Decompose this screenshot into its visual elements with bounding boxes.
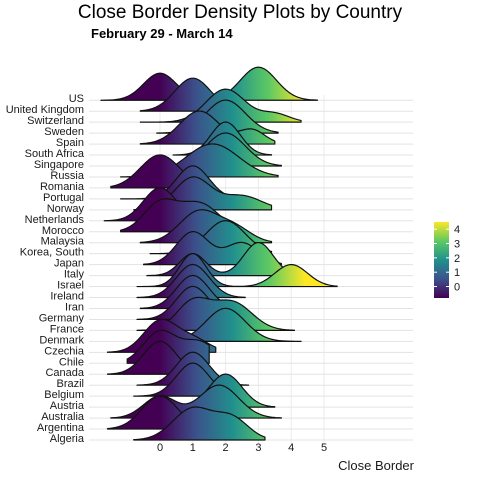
country-label: Netherlands (25, 214, 85, 226)
country-label: Korea, South (20, 247, 84, 259)
country-label: Czechia (44, 345, 85, 357)
country-label: United Kingdom (6, 104, 84, 116)
colorbar-tick-label: 0 (454, 282, 460, 294)
country-label: Argentina (37, 422, 85, 434)
country-label: Singapore (34, 159, 84, 171)
country-label: France (50, 323, 84, 335)
country-label: Algeria (50, 433, 85, 445)
country-label: Norway (47, 203, 85, 215)
colorbar-tick-label: 2 (454, 253, 460, 265)
colorbar-ticks: 0 1 2 3 4 (434, 224, 460, 294)
country-label: Romania (40, 181, 85, 193)
country-label: Malaysia (41, 236, 85, 248)
x-axis-ticks: 0 1 2 3 4 5 (157, 442, 327, 454)
x-tick-label: 5 (321, 442, 327, 454)
colorbar-tick-label: 3 (454, 239, 460, 251)
colorbar-tick-label: 1 (454, 267, 460, 279)
country-label: Morocco (42, 225, 84, 237)
country-label: Portugal (43, 192, 84, 204)
country-label: Denmark (39, 334, 84, 346)
country-label: Israel (57, 280, 84, 292)
country-label: Japan (54, 258, 84, 270)
country-label: Spain (56, 137, 84, 149)
country-label: Germany (39, 312, 85, 324)
country-label: Belgium (44, 389, 84, 401)
colorbar (434, 222, 449, 298)
country-label: Canada (45, 367, 84, 379)
country-label: Italy (64, 269, 85, 281)
country-label: Switzerland (27, 115, 84, 127)
x-tick-label: 1 (190, 442, 196, 454)
country-label: Chile (59, 356, 84, 368)
country-label: Iran (65, 301, 84, 313)
chart-subtitle: February 29 - March 14 (91, 26, 233, 41)
x-axis-label: Close Border (338, 458, 415, 473)
country-label: Brazil (56, 378, 84, 390)
x-tick-label: 4 (288, 442, 294, 454)
colorbar-tick-label: 4 (454, 224, 460, 236)
country-label: Austria (50, 400, 85, 412)
country-label: US (69, 93, 84, 105)
x-tick-label: 0 (157, 442, 163, 454)
country-label: Australia (41, 411, 85, 423)
country-label: Sweden (44, 126, 84, 138)
color-legend: 0 1 2 3 4 (434, 222, 460, 298)
density-ridges (100, 66, 338, 441)
chart-title: Close Border Density Plots by Country (78, 2, 403, 23)
country-label: Russia (50, 170, 85, 182)
x-tick-label: 2 (223, 442, 229, 454)
country-label: South Africa (25, 148, 85, 160)
density-ridge (133, 406, 266, 441)
x-tick-label: 3 (255, 442, 261, 454)
country-label: Ireland (50, 291, 84, 303)
